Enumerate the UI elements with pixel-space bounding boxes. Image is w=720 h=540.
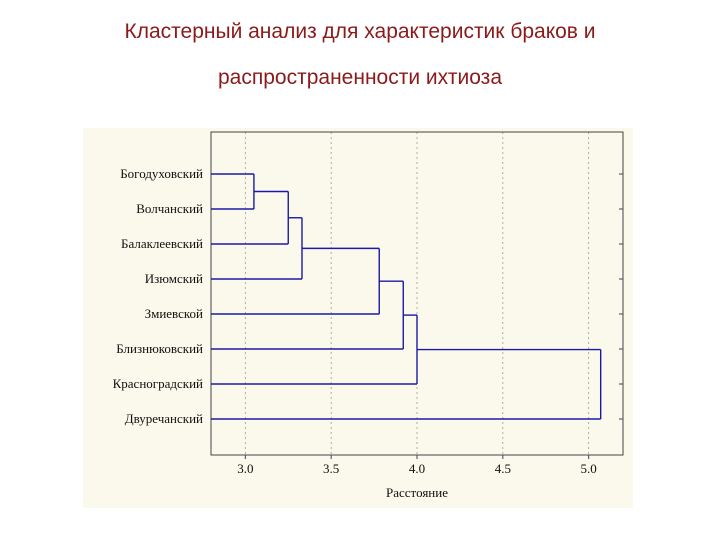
- leaf-label: Балаклеевский: [121, 236, 203, 251]
- grid-layer: [244, 132, 590, 455]
- leaf-label: Волчанский: [136, 201, 203, 216]
- x-axis-label: Расстояние: [386, 485, 448, 500]
- leaf-label: Двуречанский: [125, 411, 203, 426]
- x-tick-label: 3.0: [237, 461, 253, 476]
- branch-layer: [211, 173, 602, 420]
- x-tick-label: 5.0: [581, 461, 597, 476]
- label-layer: Богодуховский Волчанский Балаклеевский Изюм…: [113, 166, 203, 426]
- dendrogram-chart: 3.0 3.5 4.0 4.5 5.0 Богодуховский Волчанский Б…: [83, 128, 633, 508]
- slide-title-line-1: Кластерный анализ для характеристик брак…: [124, 20, 596, 43]
- x-tick-label: 4.0: [409, 461, 425, 476]
- leaf-label: Богодуховский: [120, 166, 203, 181]
- leaf-label: Красноградский: [113, 376, 203, 391]
- leaf-label: Змиевской: [145, 306, 203, 321]
- dendrogram-svg: 3.0 3.5 4.0 4.5 5.0 БогодуховскийВолчанскийБ…: [113, 131, 624, 500]
- x-tick-label: 3.5: [323, 461, 339, 476]
- tick-layer: 3.0 3.5 4.0 4.5 5.0: [237, 173, 623, 476]
- slide-title-line-2: распространенности ихтиоза: [218, 66, 502, 89]
- leaf-label: Близнюковский: [116, 341, 203, 356]
- leaf-label: Изюмский: [145, 271, 203, 286]
- x-tick-label: 4.5: [495, 461, 511, 476]
